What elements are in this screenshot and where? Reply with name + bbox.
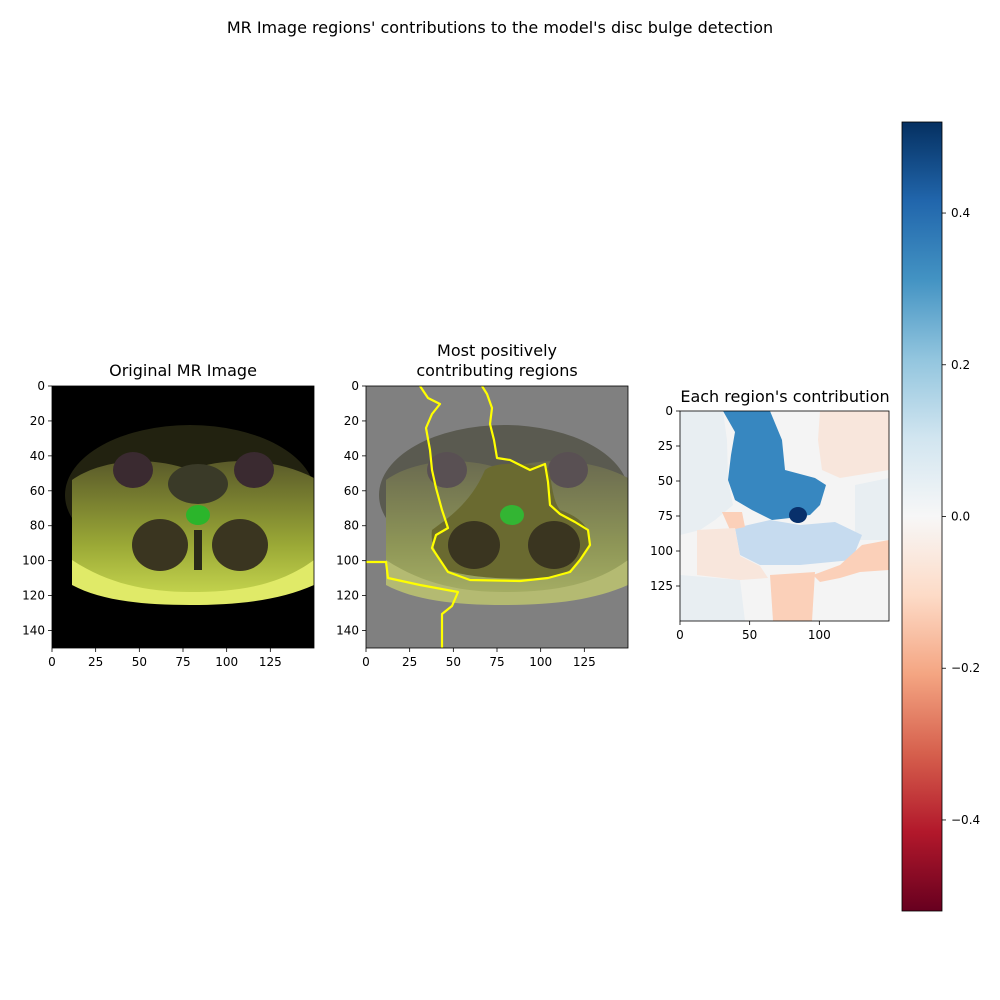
y-tick-label: 125: [650, 579, 673, 593]
y-tick-label: 0: [351, 379, 359, 393]
y-tick-label: 100: [650, 544, 673, 558]
y-tick-label: 120: [22, 589, 45, 603]
panel-title-contribution: Each region's contribution: [680, 387, 890, 406]
y-tick-label: 40: [30, 449, 45, 463]
colorbar-tick-label: 0.2: [951, 358, 970, 372]
y-tick-label: 50: [658, 474, 673, 488]
x-tick-label: 25: [402, 655, 417, 669]
y-tick-label: 40: [344, 449, 359, 463]
y-tick-label: 60: [344, 484, 359, 498]
x-tick-label: 75: [489, 655, 504, 669]
axis-ticks: 0 25 50 75 100 125 0 20 40 60 80 100 120 140 0 25 50 75 10…: [22, 206, 980, 827]
y-tick-label: 0: [37, 379, 45, 393]
y-tick-label: 100: [336, 554, 359, 568]
colorbar: [902, 122, 942, 911]
y-tick-label: 0: [665, 404, 673, 418]
x-tick-label: 0: [48, 655, 56, 669]
y-tick-label: 25: [658, 439, 673, 453]
colorbar-tick-label: 0.4: [951, 206, 970, 220]
contribution-map: [680, 411, 889, 621]
x-tick-label: 75: [175, 655, 190, 669]
x-tick-label: 0: [362, 655, 370, 669]
x-tick-label: 0: [676, 628, 684, 642]
panel-title-positive-regions: Most positively contributing regions: [416, 341, 578, 380]
colorbar-tick-label: −0.4: [951, 813, 980, 827]
y-tick-label: 75: [658, 509, 673, 523]
y-tick-label: 60: [30, 484, 45, 498]
y-tick-label: 100: [22, 554, 45, 568]
x-tick-label: 100: [529, 655, 552, 669]
original-mr-image: [52, 386, 314, 648]
x-tick-label: 25: [88, 655, 103, 669]
y-tick-label: 80: [30, 519, 45, 533]
x-tick-label: 125: [573, 655, 596, 669]
y-tick-label: 80: [344, 519, 359, 533]
x-tick-label: 125: [259, 655, 282, 669]
x-tick-label: 50: [742, 628, 757, 642]
colorbar-tick-label: −0.2: [951, 661, 980, 675]
x-tick-label: 100: [215, 655, 238, 669]
y-tick-label: 20: [344, 414, 359, 428]
colorbar-tick-label: 0.0: [951, 510, 970, 524]
x-tick-label: 50: [132, 655, 147, 669]
y-tick-label: 140: [336, 624, 359, 638]
panel-title-original: Original MR Image: [109, 361, 257, 380]
y-tick-label: 140: [22, 624, 45, 638]
y-tick-label: 120: [336, 589, 359, 603]
x-tick-label: 50: [446, 655, 461, 669]
figure-title: MR Image regions' contributions to the m…: [226, 18, 774, 37]
positive-regions-image: [366, 386, 628, 648]
x-tick-label: 100: [808, 628, 831, 642]
y-tick-label: 20: [30, 414, 45, 428]
